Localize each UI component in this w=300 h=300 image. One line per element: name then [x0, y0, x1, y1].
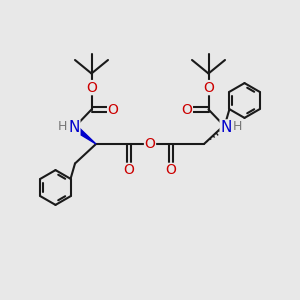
Text: H: H: [233, 119, 243, 133]
Text: O: O: [86, 81, 97, 94]
Text: O: O: [108, 103, 118, 116]
Text: N: N: [68, 120, 80, 135]
Text: N: N: [220, 120, 232, 135]
Text: O: O: [203, 81, 214, 94]
Text: H: H: [57, 119, 67, 133]
Polygon shape: [75, 127, 96, 144]
Text: O: O: [166, 164, 176, 177]
Text: O: O: [124, 164, 134, 177]
Text: O: O: [145, 137, 155, 151]
Text: O: O: [182, 103, 192, 116]
